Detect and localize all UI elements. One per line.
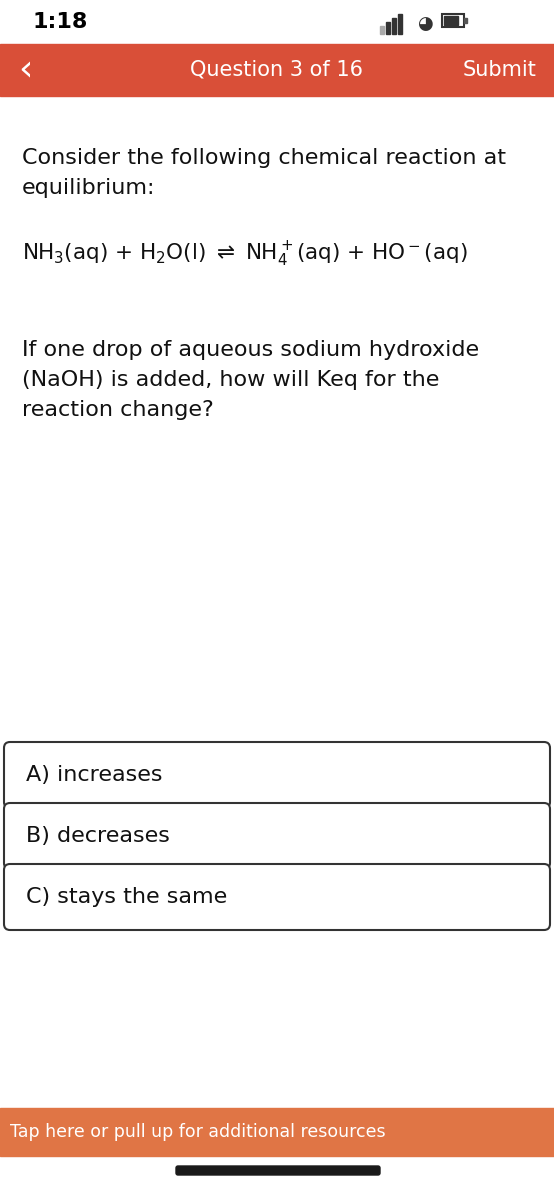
Bar xyxy=(442,14,464,26)
Bar xyxy=(398,14,402,34)
Text: 1:18: 1:18 xyxy=(32,12,88,32)
Text: ◕: ◕ xyxy=(417,14,433,32)
Text: If one drop of aqueous sodium hydroxide: If one drop of aqueous sodium hydroxide xyxy=(22,340,479,360)
Bar xyxy=(386,22,390,34)
FancyBboxPatch shape xyxy=(4,803,550,869)
Text: Tap here or pull up for additional resources: Tap here or pull up for additional resou… xyxy=(10,1123,386,1141)
Text: Submit: Submit xyxy=(462,60,536,80)
Text: Question 3 of 16: Question 3 of 16 xyxy=(191,60,363,80)
FancyBboxPatch shape xyxy=(4,864,550,930)
Text: B) decreases: B) decreases xyxy=(26,826,170,846)
FancyBboxPatch shape xyxy=(4,742,550,808)
Bar xyxy=(0,44,554,96)
Text: NH$_3$(aq) + H$_2$O(l) $\rightleftharpoons$ NH$_4^+$(aq) + HO$^-$(aq): NH$_3$(aq) + H$_2$O(l) $\rightleftharpoo… xyxy=(22,240,468,269)
Bar xyxy=(0,1108,554,1156)
Text: equilibrium:: equilibrium: xyxy=(22,178,156,198)
Bar xyxy=(464,18,467,23)
Text: A) increases: A) increases xyxy=(26,766,162,785)
Text: ‹: ‹ xyxy=(18,53,32,86)
Bar xyxy=(0,0,554,44)
Bar xyxy=(380,26,384,34)
FancyBboxPatch shape xyxy=(176,1166,380,1175)
Bar xyxy=(444,16,458,25)
Text: (NaOH) is added, how will Keq for the: (NaOH) is added, how will Keq for the xyxy=(22,370,439,390)
Text: C) stays the same: C) stays the same xyxy=(26,887,227,907)
Text: reaction change?: reaction change? xyxy=(22,400,214,420)
Text: Consider the following chemical reaction at: Consider the following chemical reaction… xyxy=(22,148,506,168)
Bar xyxy=(392,18,396,34)
